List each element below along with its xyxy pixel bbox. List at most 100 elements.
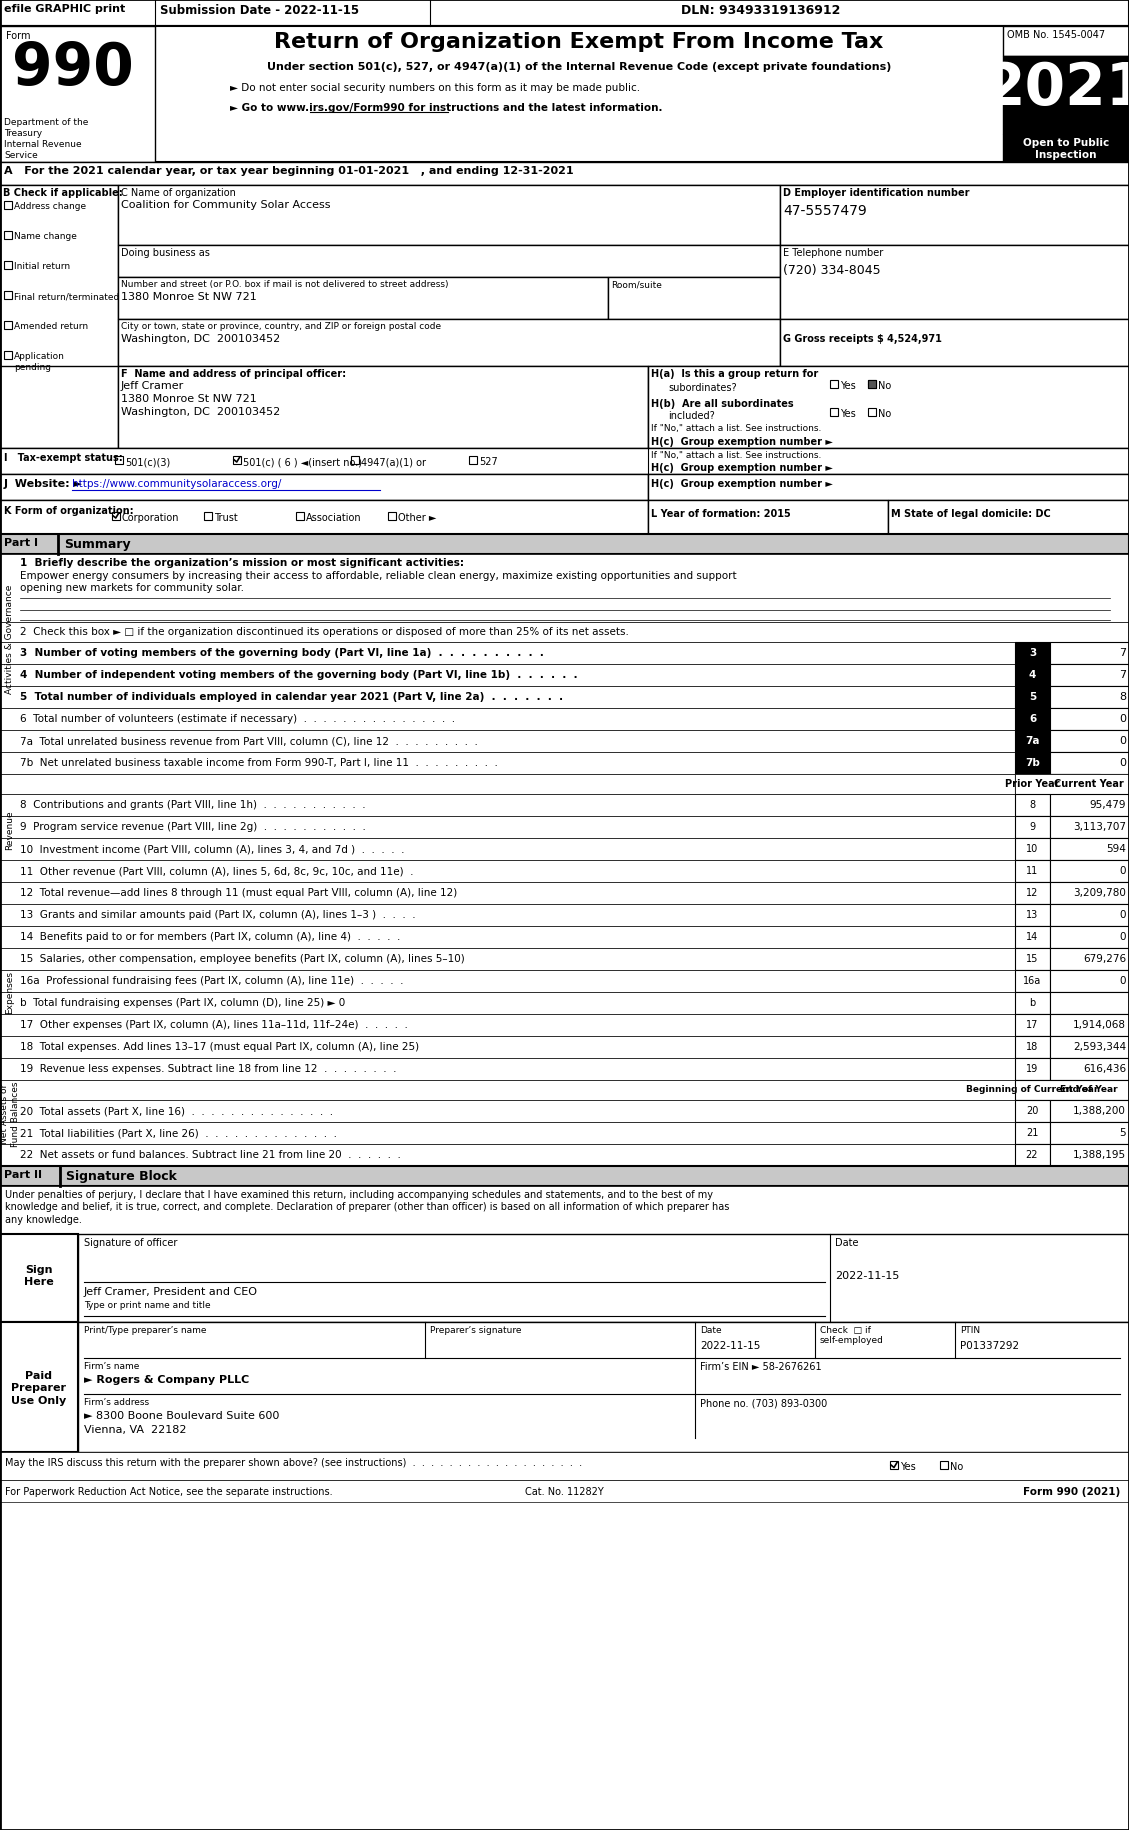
Text: Type or print name and title: Type or print name and title [84,1301,211,1308]
Text: 1,388,195: 1,388,195 [1073,1149,1126,1160]
Bar [1050,992,1129,1014]
Text: Date: Date [835,1237,858,1248]
Text: Empower energy consumers by increasing their access to affordable, reliable clea: Empower energy consumers by increasing t… [20,571,736,593]
Bar [0,838,1015,860]
Bar [0,664,1015,686]
Bar [0,1014,1015,1036]
Text: efile GRAPHIC print: efile GRAPHIC print [5,4,125,15]
Text: City or town, state or province, country, and ZIP or foreign postal code: City or town, state or province, country… [121,322,441,331]
Bar [0,1058,1015,1080]
Text: subordinates?: subordinates? [668,382,736,393]
Text: 13: 13 [1026,910,1039,919]
Text: Name change: Name change [14,232,77,242]
Bar [0,1100,1015,1122]
Text: Corporation: Corporation [122,512,180,523]
Bar [1050,1036,1129,1058]
Text: Form: Form [6,31,30,40]
Bar [1050,794,1129,816]
Bar [1015,816,1050,838]
Bar [0,816,1015,838]
Text: Amended return: Amended return [14,322,88,331]
Text: C Name of organization: C Name of organization [121,188,236,198]
Bar [0,474,648,501]
Text: 2022-11-15: 2022-11-15 [835,1270,900,1281]
Bar [1015,882,1050,904]
Text: H(c)  Group exemption number ►: H(c) Group exemption number ► [651,437,833,447]
Text: No: No [878,408,891,419]
Bar [0,1144,1015,1166]
Text: Address change: Address change [14,201,86,210]
Text: PTIN: PTIN [960,1325,980,1334]
Text: Yes: Yes [840,381,856,392]
Bar [1015,948,1050,970]
Text: 16a  Professional fundraising fees (Part IX, column (A), line 11e)  .  .  .  .  : 16a Professional fundraising fees (Part … [20,975,403,986]
Text: Part II: Part II [5,1169,42,1179]
Text: Expenses: Expenses [6,972,15,1014]
Bar [115,458,123,465]
Bar [0,882,1015,904]
Bar [889,501,1129,534]
Bar [0,926,1015,948]
Text: 1,914,068: 1,914,068 [1073,1019,1126,1030]
Text: 15: 15 [1026,953,1039,963]
Text: Net Assets or
Fund Balances: Net Assets or Fund Balances [0,1082,19,1146]
Text: 1  Briefly describe the organization’s mission or most significant activities:: 1 Briefly describe the organization’s mi… [20,558,464,567]
Bar [119,320,780,366]
Text: 0: 0 [1120,910,1126,919]
Bar [1050,708,1129,730]
Text: Under penalties of perjury, I declare that I have examined this return, includin: Under penalties of perjury, I declare th… [5,1190,729,1224]
Text: 15  Salaries, other compensation, employee benefits (Part IX, column (A), lines : 15 Salaries, other compensation, employe… [20,953,465,963]
Text: 13  Grants and similar amounts paid (Part IX, column (A), lines 1–3 )  .  .  .  : 13 Grants and similar amounts paid (Part… [20,910,415,919]
Bar [119,278,609,320]
Text: Yes: Yes [900,1460,916,1471]
Text: 11  Other revenue (Part VIII, column (A), lines 5, 6d, 8c, 9c, 10c, and 11e)  .: 11 Other revenue (Part VIII, column (A),… [20,866,413,875]
Text: 14  Benefits paid to or for members (Part IX, column (A), line 4)  .  .  .  .  .: 14 Benefits paid to or for members (Part… [20,931,401,941]
Bar [1050,882,1129,904]
Text: 527: 527 [479,458,498,467]
Bar [0,708,1015,730]
Text: 16a: 16a [1023,975,1041,986]
Bar [0,794,1015,816]
Text: 990: 990 [12,40,133,97]
Text: 1380 Monroe St NW 721: 1380 Monroe St NW 721 [121,393,256,404]
Text: 21  Total liabilities (Part X, line 26)  .  .  .  .  .  .  .  .  .  .  .  .  .  : 21 Total liabilities (Part X, line 26) .… [20,1127,336,1138]
Text: Jeff Cramer, President and CEO: Jeff Cramer, President and CEO [84,1286,259,1296]
Text: 8: 8 [1029,800,1035,809]
Text: 21: 21 [1026,1127,1039,1138]
Text: Preparer’s signature: Preparer’s signature [430,1325,522,1334]
Text: 4  Number of independent voting members of the governing body (Part VI, line 1b): 4 Number of independent voting members o… [20,670,578,679]
Bar [5,262,11,269]
Text: 5: 5 [1119,1127,1126,1138]
Bar [868,381,876,388]
Bar [119,245,780,278]
Bar [1015,970,1050,992]
Bar [233,458,240,465]
Bar [296,512,304,520]
Text: 10: 10 [1026,844,1039,853]
Bar [1050,686,1129,708]
Text: 18: 18 [1026,1041,1039,1052]
Bar [0,860,1015,882]
Bar [868,408,876,417]
Bar [1050,948,1129,970]
Bar [119,366,648,448]
Bar [1050,642,1129,664]
Text: 7: 7 [1119,670,1126,679]
Text: P01337292: P01337292 [960,1340,1019,1351]
Bar [0,970,1015,992]
Text: 2,593,344: 2,593,344 [1073,1041,1126,1052]
Bar [1003,135,1129,163]
Bar [1015,1122,1050,1144]
Bar [1015,774,1050,794]
Bar [351,458,359,465]
Text: 7a: 7a [1025,736,1040,745]
Bar [780,245,1129,320]
Text: 2021: 2021 [984,60,1129,117]
Text: I   Tax-exempt status:: I Tax-exempt status: [5,452,123,463]
Text: OMB No. 1545-0047: OMB No. 1545-0047 [1007,29,1105,40]
Bar [0,774,1015,794]
Text: No: No [949,1460,963,1471]
Bar [1015,860,1050,882]
Bar [0,1233,78,1323]
Text: Yes: Yes [840,408,856,419]
